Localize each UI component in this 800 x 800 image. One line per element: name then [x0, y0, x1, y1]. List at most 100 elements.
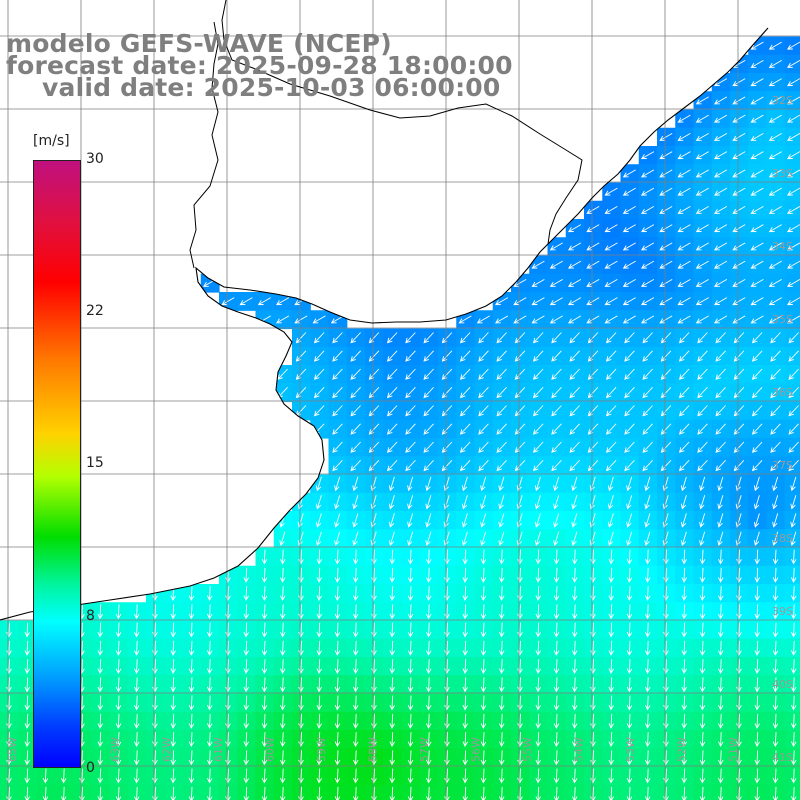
wind-arrow: [405, 368, 416, 380]
wind-arrow: [243, 750, 249, 766]
wind-arrow: [532, 368, 544, 380]
wind-arrow: [551, 350, 562, 362]
wind-arrow: [768, 315, 782, 324]
wind-arrow: [733, 423, 745, 435]
wind-arrow: [736, 786, 742, 800]
wind-arrow: [754, 732, 760, 748]
wind-arrow: [352, 586, 359, 602]
wind-speed-cell: [784, 638, 800, 658]
wind-arrow: [663, 713, 669, 729]
wind-arrow: [315, 495, 322, 510]
wind-arrow: [371, 677, 377, 693]
wind-arrow: [626, 695, 633, 711]
wind-arrow: [660, 332, 672, 344]
wind-arrow: [423, 350, 434, 362]
wind-arrow: [663, 677, 669, 693]
wind-arrow: [681, 768, 687, 784]
wind-arrow: [514, 368, 526, 380]
wind-arrow: [407, 495, 414, 510]
wind-arrow: [115, 622, 122, 638]
wind-arrow: [206, 640, 213, 656]
wind-arrow: [754, 640, 760, 656]
wind-arrow: [717, 549, 724, 565]
wind-arrow: [206, 713, 213, 729]
wind-arrow: [334, 622, 341, 638]
wind-arrow: [152, 677, 158, 693]
wind-arrow: [715, 386, 726, 399]
wind-arrow: [553, 513, 560, 528]
wind-speed-cell: [784, 565, 800, 585]
wind-arrow: [644, 732, 651, 748]
wind-arrow: [590, 695, 596, 711]
wind-arrow: [567, 260, 582, 269]
wind-arrow: [115, 786, 122, 800]
wind-arrow: [352, 640, 359, 656]
wind-arrow: [732, 206, 746, 214]
wind-arrow: [681, 677, 687, 693]
wind-arrow: [334, 495, 341, 510]
wind-arrow: [753, 476, 760, 492]
wind-arrow: [551, 368, 562, 380]
wind-arrow: [715, 350, 726, 362]
colorbar-tick-15: 15: [86, 455, 104, 471]
wind-arrow: [368, 350, 380, 362]
wind-speed-cell: [784, 419, 800, 439]
wind-arrow: [697, 368, 708, 380]
wind-arrow: [407, 786, 414, 800]
wind-arrow: [571, 750, 578, 766]
wind-speed-cell: [711, 401, 731, 421]
wind-arrow: [133, 640, 140, 656]
wind-arrow: [535, 732, 541, 748]
wind-arrow: [551, 459, 562, 472]
wind-arrow: [405, 350, 416, 362]
wind-arrow: [622, 169, 636, 178]
wind-arrow: [663, 695, 669, 711]
wind-arrow: [622, 224, 636, 233]
wind-arrow: [786, 206, 800, 214]
wind-speed-cell: [638, 328, 658, 348]
wind-arrow: [498, 695, 505, 711]
wind-arrow: [389, 786, 395, 800]
wind-arrow: [732, 114, 746, 123]
wind-arrow: [334, 732, 341, 748]
wind-arrow: [225, 640, 231, 656]
wind-arrow: [772, 622, 779, 638]
longitude-label: 54W: [573, 737, 586, 762]
wind-arrow: [513, 297, 527, 306]
wind-arrow: [313, 386, 325, 399]
wind-arrow: [549, 260, 563, 269]
wind-arrow: [626, 604, 633, 620]
wind-arrow: [279, 713, 286, 729]
wind-arrow: [644, 750, 651, 766]
wind-arrow: [480, 531, 487, 547]
wind-arrow: [681, 567, 687, 583]
wind-arrow: [498, 476, 505, 492]
wind-arrow: [626, 659, 633, 675]
wind-arrow: [736, 695, 742, 711]
wind-arrow: [586, 242, 600, 251]
wind-arrow: [571, 695, 578, 711]
wind-arrow: [389, 604, 395, 620]
wind-arrow: [498, 567, 505, 583]
longitude-labels: 65W64W63W62W61W60W59W58W57W56W55W54W53W5…: [6, 737, 740, 762]
wind-arrow: [551, 386, 562, 399]
wind-arrow: [754, 549, 760, 565]
wind-arrow: [733, 459, 745, 472]
wind-arrow: [496, 350, 507, 362]
wind-speed-cell: [784, 675, 800, 695]
wind-arrow: [423, 405, 434, 417]
wind-arrow: [754, 659, 760, 675]
wind-arrow: [659, 169, 673, 178]
wind-arrow: [115, 659, 122, 675]
wind-arrow: [607, 513, 614, 528]
wind-arrow: [659, 315, 673, 324]
wind-arrow: [699, 659, 706, 675]
wind-arrow: [772, 713, 779, 729]
wind-arrow: [695, 151, 709, 160]
wind-arrow: [680, 531, 687, 546]
wind-arrow: [368, 386, 380, 399]
wind-arrow: [423, 386, 434, 399]
wind-speed-cell: [310, 328, 330, 348]
wind-arrow: [294, 315, 308, 324]
wind-arrow: [590, 786, 596, 800]
